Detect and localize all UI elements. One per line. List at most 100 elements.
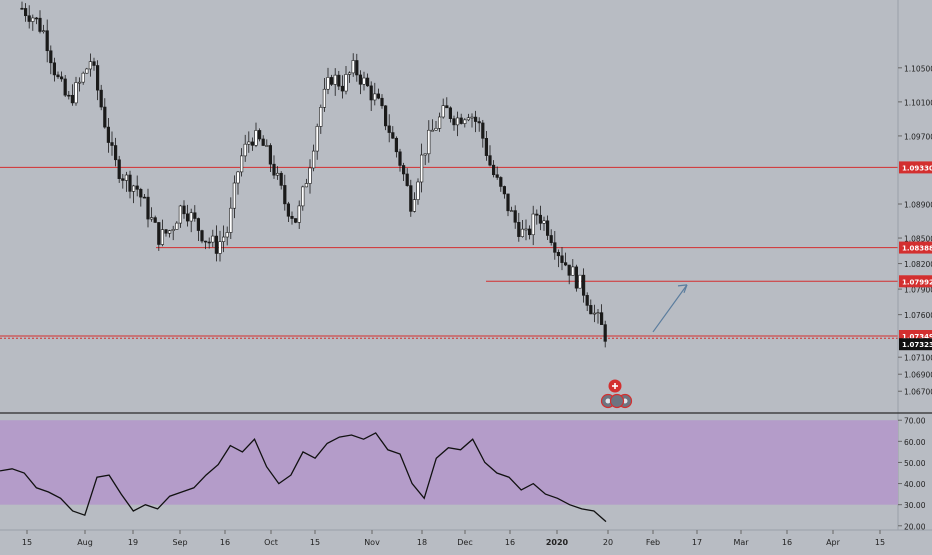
candle-body[interactable] [301, 186, 305, 207]
candle-body[interactable] [293, 218, 298, 223]
candle-body[interactable] [257, 130, 262, 140]
candle-body[interactable] [581, 274, 586, 296]
candle-body[interactable] [45, 30, 49, 52]
event-markers[interactable] [600, 379, 633, 409]
candle-body[interactable] [437, 116, 442, 129]
candle-body[interactable] [275, 172, 280, 176]
candle-body[interactable] [186, 213, 190, 222]
candle-body[interactable] [355, 60, 359, 76]
candle-body[interactable] [409, 185, 413, 212]
candle-body[interactable] [535, 213, 539, 216]
candle-body[interactable] [117, 159, 121, 179]
candle-body[interactable] [56, 74, 60, 78]
candle-body[interactable] [218, 241, 222, 254]
candle-body[interactable] [319, 107, 323, 127]
rsi-pane[interactable] [0, 420, 898, 523]
candle-body[interactable] [441, 105, 445, 118]
candle-body[interactable] [124, 174, 128, 181]
candle-body[interactable] [74, 82, 78, 104]
candle-body[interactable] [31, 17, 35, 22]
candle-body[interactable] [311, 150, 316, 169]
candle-body[interactable] [247, 141, 251, 145]
candle-body[interactable] [146, 196, 150, 220]
candle-body[interactable] [297, 205, 301, 223]
candle-body[interactable] [254, 130, 258, 146]
candle-body[interactable] [412, 199, 417, 212]
candle-body[interactable] [502, 186, 507, 195]
candle-body[interactable] [455, 117, 460, 126]
candle-body[interactable] [236, 171, 240, 184]
candle-body[interactable] [578, 274, 582, 289]
candle-body[interactable] [326, 77, 330, 90]
candle-body[interactable] [351, 60, 355, 74]
candle-body[interactable] [240, 155, 244, 173]
candle-body[interactable] [491, 164, 496, 176]
candle-body[interactable] [481, 122, 485, 139]
candle-body[interactable] [272, 163, 276, 176]
candle-body[interactable] [506, 193, 510, 212]
candle-body[interactable] [229, 207, 233, 233]
candle-body[interactable] [434, 128, 438, 131]
candle-body[interactable] [286, 203, 291, 217]
candle-body[interactable] [560, 255, 564, 263]
candle-body[interactable] [96, 65, 100, 91]
candle-body[interactable] [466, 117, 471, 121]
candle-body[interactable] [520, 228, 524, 237]
candle-body[interactable] [20, 7, 24, 10]
event-icon[interactable] [609, 393, 625, 409]
candle-body[interactable] [484, 138, 489, 156]
candle-body[interactable] [553, 242, 557, 253]
price-axis[interactable]: 1.10500 1.10100 1.09700 1.08900 1.08500 1.082… [898, 64, 932, 397]
candle-body[interactable] [383, 105, 388, 127]
candle-body[interactable] [99, 89, 103, 108]
candle-body[interactable] [49, 50, 53, 64]
candle-body[interactable] [477, 121, 481, 124]
candle-body[interactable] [387, 125, 391, 133]
candle-body[interactable] [333, 74, 337, 85]
candle-body[interactable] [193, 212, 197, 219]
candle-body[interactable] [211, 235, 215, 243]
candle-body[interactable] [599, 312, 604, 325]
candle-body[interactable] [67, 94, 71, 97]
candle-body[interactable] [27, 15, 31, 22]
candle-body[interactable] [340, 85, 345, 92]
candle-body[interactable] [423, 153, 427, 156]
candle-body[interactable] [225, 232, 229, 238]
candle-body[interactable] [38, 17, 42, 32]
candle-body[interactable] [200, 230, 204, 242]
candle-body[interactable] [78, 81, 82, 84]
candle-body[interactable] [175, 222, 179, 230]
candle-body[interactable] [574, 266, 578, 289]
candle-body[interactable] [150, 217, 154, 220]
candle-body[interactable] [538, 214, 542, 224]
candle-body[interactable] [531, 213, 535, 236]
candle-body[interactable] [135, 185, 139, 190]
candle-body[interactable] [23, 8, 28, 17]
candle-body[interactable] [290, 215, 294, 219]
candle-body[interactable] [369, 85, 373, 101]
candle-body[interactable] [139, 189, 143, 198]
candle-body[interactable] [517, 221, 521, 237]
candle-body[interactable] [448, 107, 453, 119]
candle-body[interactable] [243, 143, 247, 157]
candle-body[interactable] [419, 154, 424, 183]
candle-body[interactable] [304, 183, 309, 188]
candle-body[interactable] [416, 181, 420, 200]
candle-body[interactable] [132, 185, 136, 192]
candle-body[interactable] [283, 185, 287, 205]
candle-body[interactable] [592, 312, 596, 315]
candle-body[interactable] [157, 222, 161, 245]
candle-body[interactable] [265, 145, 269, 147]
candle-body[interactable] [405, 173, 409, 186]
candle-body[interactable] [463, 119, 467, 124]
candle-body[interactable] [85, 68, 89, 74]
candle-body[interactable] [103, 106, 107, 128]
candle-body[interactable] [322, 88, 327, 108]
candle-body[interactable] [189, 212, 193, 222]
candle-body[interactable] [128, 174, 132, 192]
candle-body[interactable] [160, 229, 165, 245]
candle-body[interactable] [499, 177, 503, 187]
candle-body[interactable] [524, 228, 528, 231]
